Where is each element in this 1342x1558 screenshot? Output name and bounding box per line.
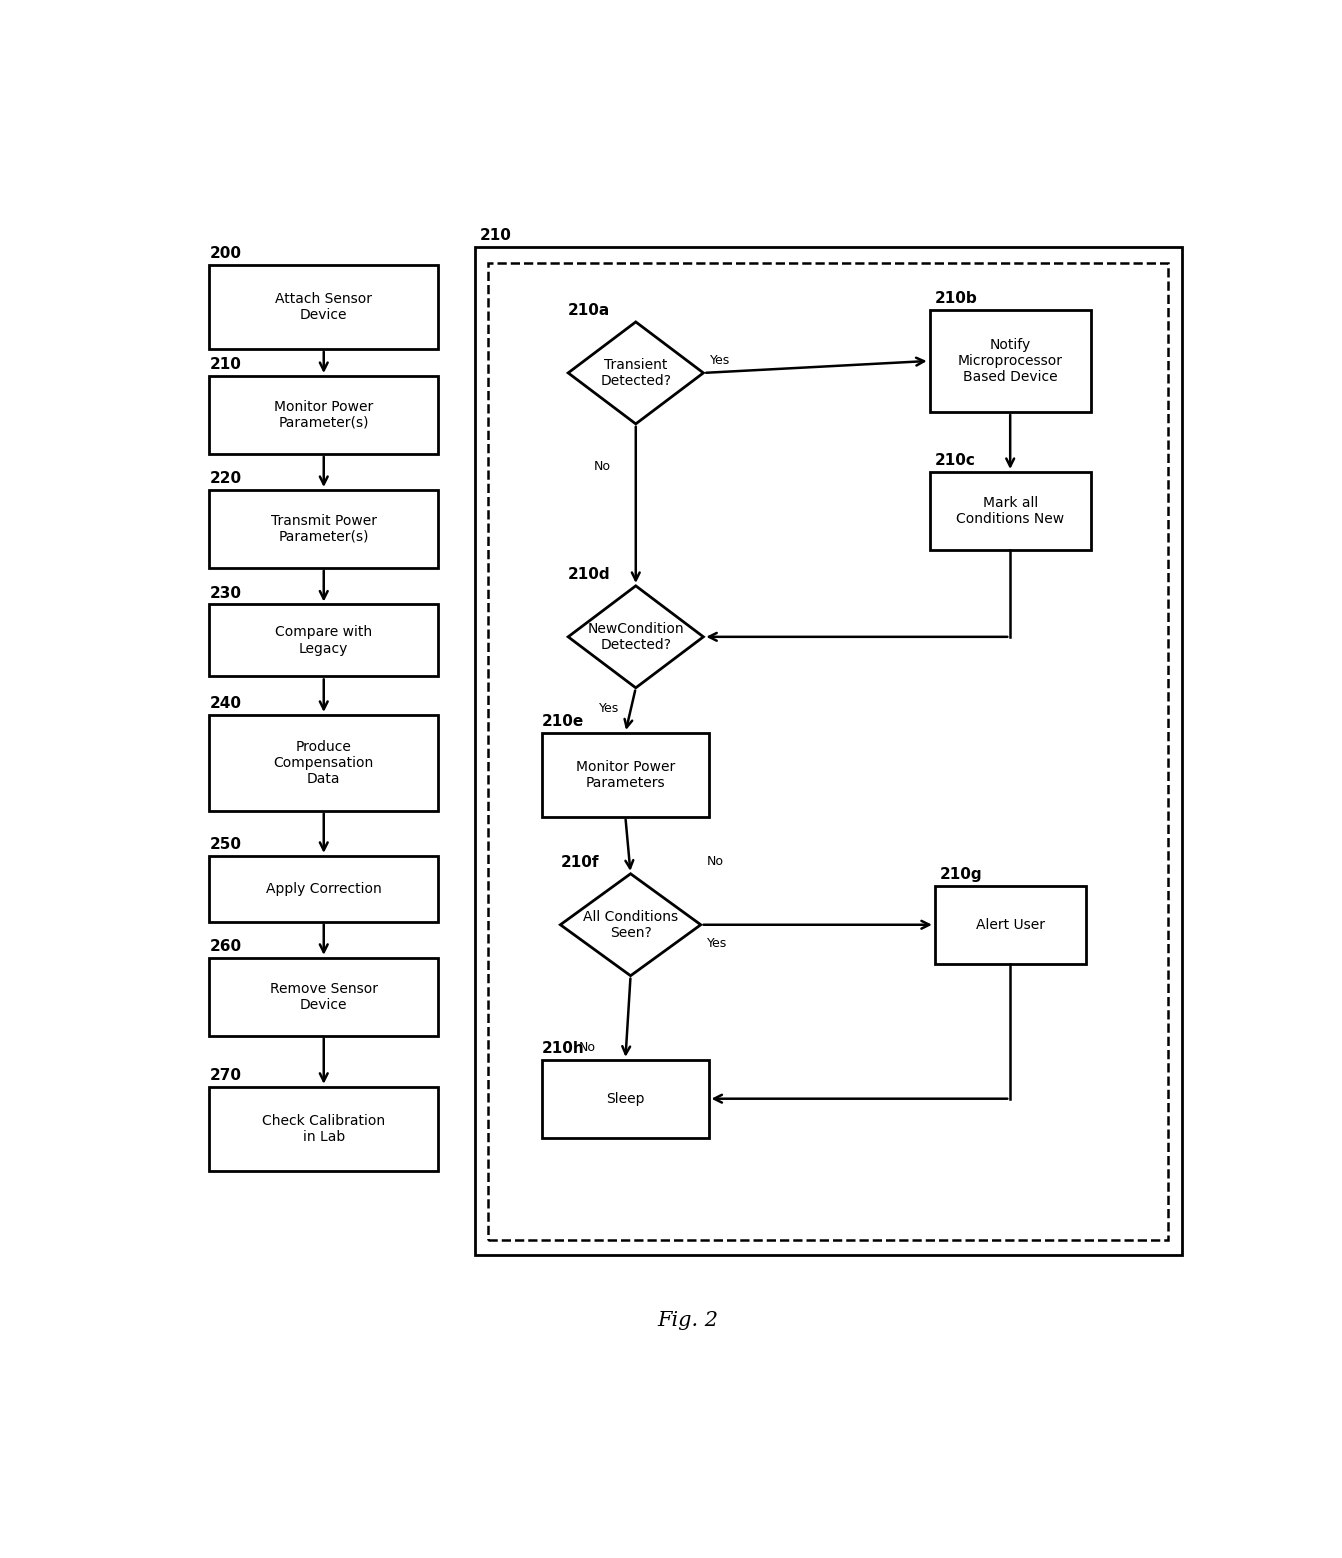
Text: Compare with
Legacy: Compare with Legacy xyxy=(275,625,372,656)
Text: No: No xyxy=(578,1041,596,1053)
FancyBboxPatch shape xyxy=(475,248,1182,1254)
Text: 210g: 210g xyxy=(939,868,982,882)
FancyBboxPatch shape xyxy=(209,489,437,567)
Text: No: No xyxy=(595,460,611,474)
Text: Notify
Microprocessor
Based Device: Notify Microprocessor Based Device xyxy=(958,338,1063,385)
Text: Yes: Yes xyxy=(600,703,620,715)
FancyBboxPatch shape xyxy=(209,605,437,676)
Text: Sleep: Sleep xyxy=(607,1092,644,1106)
FancyBboxPatch shape xyxy=(930,310,1091,411)
FancyBboxPatch shape xyxy=(209,855,437,922)
Text: 220: 220 xyxy=(209,471,242,486)
FancyBboxPatch shape xyxy=(930,472,1091,550)
Text: 230: 230 xyxy=(209,586,242,601)
Text: 210: 210 xyxy=(209,357,242,372)
Text: 210f: 210f xyxy=(561,855,599,871)
Text: 210b: 210b xyxy=(935,291,977,307)
FancyBboxPatch shape xyxy=(209,265,437,349)
FancyBboxPatch shape xyxy=(542,732,709,816)
Text: No: No xyxy=(707,855,725,868)
Text: Monitor Power
Parameter(s): Monitor Power Parameter(s) xyxy=(274,400,373,430)
Text: Produce
Compensation
Data: Produce Compensation Data xyxy=(274,740,374,785)
Text: 250: 250 xyxy=(209,837,242,852)
Text: Monitor Power
Parameters: Monitor Power Parameters xyxy=(576,760,675,790)
Text: Yes: Yes xyxy=(710,354,730,368)
Text: 210e: 210e xyxy=(542,714,584,729)
Text: 210d: 210d xyxy=(568,567,611,583)
Polygon shape xyxy=(568,323,703,424)
Text: Apply Correction: Apply Correction xyxy=(266,882,381,896)
Text: 210c: 210c xyxy=(935,453,976,469)
Text: Alert User: Alert User xyxy=(976,918,1044,932)
FancyBboxPatch shape xyxy=(935,887,1086,964)
FancyBboxPatch shape xyxy=(209,1087,437,1170)
Polygon shape xyxy=(568,586,703,687)
Text: NewCondition
Detected?: NewCondition Detected? xyxy=(588,622,684,651)
FancyBboxPatch shape xyxy=(209,958,437,1036)
Text: Check Calibration
in Lab: Check Calibration in Lab xyxy=(262,1114,385,1144)
Text: Attach Sensor
Device: Attach Sensor Device xyxy=(275,291,372,323)
Text: All Conditions
Seen?: All Conditions Seen? xyxy=(582,910,678,939)
Text: 200: 200 xyxy=(209,246,242,262)
Text: Yes: Yes xyxy=(707,936,727,950)
Text: 210: 210 xyxy=(480,229,511,243)
Text: 210h: 210h xyxy=(542,1041,585,1056)
Text: 260: 260 xyxy=(209,939,242,953)
Text: Transient
Detected?: Transient Detected? xyxy=(600,358,671,388)
Text: Mark all
Conditions New: Mark all Conditions New xyxy=(956,495,1064,527)
Text: 240: 240 xyxy=(209,696,242,710)
Text: Transmit Power
Parameter(s): Transmit Power Parameter(s) xyxy=(271,514,377,544)
Text: Fig. 2: Fig. 2 xyxy=(658,1312,718,1331)
Text: 270: 270 xyxy=(209,1069,242,1083)
FancyBboxPatch shape xyxy=(542,1059,709,1137)
Text: Remove Sensor
Device: Remove Sensor Device xyxy=(270,982,377,1011)
Text: 210a: 210a xyxy=(568,304,611,318)
FancyBboxPatch shape xyxy=(209,375,437,453)
Polygon shape xyxy=(561,874,701,975)
FancyBboxPatch shape xyxy=(209,715,437,810)
